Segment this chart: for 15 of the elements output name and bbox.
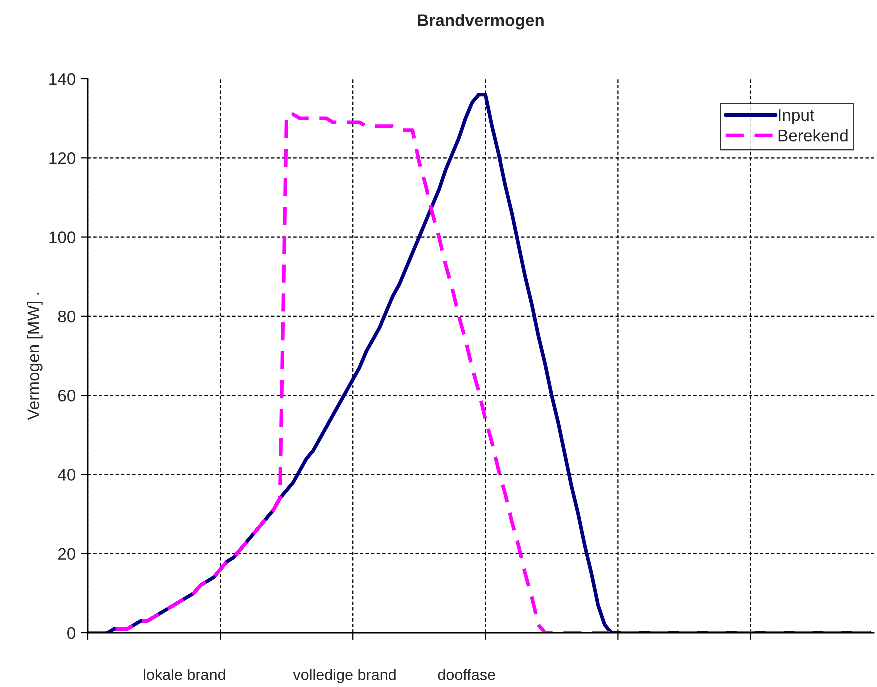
y-tick-label: 80 <box>58 310 76 323</box>
text: lokale brand <box>144 669 226 680</box>
y-tick-label: 20 <box>58 548 76 560</box>
y-axis-title: Vermogen [MW] . <box>27 293 43 420</box>
legend-label: Berekend <box>778 129 848 142</box>
chart-title: Brandvermogen <box>418 14 544 30</box>
y-tick-label: 100 <box>50 232 76 244</box>
y-tick-label: 40 <box>58 469 76 481</box>
text: volledige brand <box>293 669 396 684</box>
y-tick-label: 0 <box>68 627 76 640</box>
y-tick-label: 140 <box>50 73 76 86</box>
y-tick-label: 120 <box>50 152 76 164</box>
text: dooffase <box>438 669 496 680</box>
legend-label: Input <box>779 110 814 124</box>
y-tick-label: 60 <box>58 390 76 402</box>
